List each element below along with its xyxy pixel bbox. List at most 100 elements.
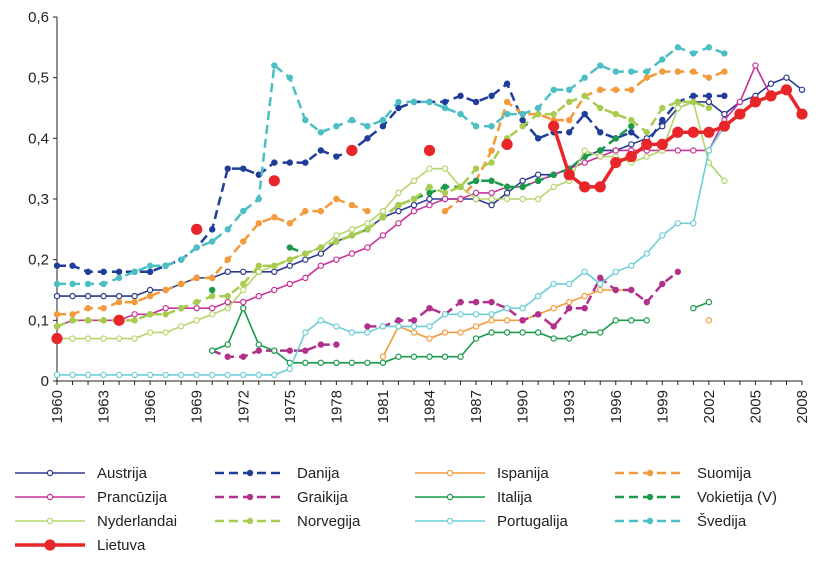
y-tick-label: 0: [41, 373, 49, 390]
data-point: [597, 86, 604, 94]
data-point: [115, 335, 123, 342]
data-point: [224, 305, 231, 312]
y-tick-label: 0,5: [28, 70, 49, 87]
data-point: [628, 286, 635, 294]
data-point: [193, 274, 200, 282]
data-point: [519, 122, 526, 130]
data-point: [209, 238, 216, 245]
x-tick-label: 2005: [747, 390, 764, 423]
data-point: [317, 244, 325, 251]
data-point: [410, 317, 418, 324]
data-point: [364, 226, 371, 233]
data-point: [423, 144, 436, 157]
legend-marker: [646, 493, 654, 501]
data-point: [69, 262, 76, 269]
data-point: [441, 329, 449, 336]
data-point: [534, 135, 542, 142]
data-point: [659, 122, 666, 130]
data-point: [364, 359, 371, 366]
data-point: [705, 147, 713, 154]
data-point: [146, 371, 154, 379]
data-point: [395, 323, 402, 330]
data-point: [379, 323, 387, 330]
data-point: [162, 329, 169, 336]
data-point: [240, 207, 247, 215]
data-point: [302, 256, 309, 263]
data-point: [268, 175, 280, 187]
data-point: [193, 298, 200, 306]
data-point: [581, 329, 588, 336]
data-point: [84, 280, 92, 288]
data-point: [286, 244, 294, 251]
data-point: [519, 116, 526, 124]
data-point: [209, 305, 216, 312]
data-point: [240, 286, 247, 294]
data-point: [255, 262, 262, 269]
data-point: [503, 80, 511, 87]
data-point: [364, 244, 371, 251]
data-point: [441, 207, 449, 215]
data-point: [721, 50, 728, 57]
data-point: [612, 86, 619, 94]
data-point: [69, 371, 76, 379]
legend-marker: [246, 493, 254, 501]
x-tick-label: 1969: [189, 390, 206, 423]
data-point: [457, 298, 464, 306]
data-point: [565, 335, 573, 342]
data-point: [672, 126, 684, 138]
data-point: [395, 189, 402, 197]
data-point: [643, 74, 650, 81]
data-point: [718, 120, 730, 132]
data-point: [146, 311, 154, 318]
data-point: [84, 335, 92, 342]
data-point: [224, 341, 231, 348]
data-point: [690, 305, 697, 312]
legend-label: Norvegija: [297, 513, 361, 530]
data-point: [565, 116, 573, 124]
data-point: [597, 62, 604, 69]
legend-label: Graikija: [297, 489, 349, 506]
data-point: [690, 92, 697, 100]
data-point: [752, 62, 759, 69]
data-point: [53, 262, 61, 269]
data-point: [581, 292, 588, 300]
legend-marker: [446, 517, 454, 525]
data-point: [705, 298, 713, 306]
data-point: [457, 183, 464, 191]
data-point: [364, 207, 371, 215]
data-point: [224, 292, 231, 300]
data-point: [628, 129, 635, 136]
data-point: [177, 305, 185, 312]
data-point: [271, 262, 278, 269]
data-point: [457, 195, 464, 203]
legend-label: Portugalija: [497, 513, 569, 530]
data-point: [798, 86, 806, 94]
data-point: [317, 317, 325, 324]
data-point: [162, 262, 169, 269]
data-point: [209, 311, 216, 318]
data-point: [348, 226, 356, 233]
data-point: [674, 98, 682, 106]
data-point: [565, 305, 573, 312]
data-point: [426, 165, 433, 172]
data-point: [534, 329, 542, 336]
data-point: [53, 311, 61, 318]
data-point: [302, 274, 309, 282]
data-point: [597, 129, 604, 136]
data-point: [628, 262, 635, 269]
data-point: [796, 108, 808, 120]
data-point: [364, 323, 371, 330]
data-point: [457, 110, 464, 118]
data-point: [472, 311, 480, 318]
data-point: [674, 44, 682, 51]
x-tick-label: 1999: [654, 390, 671, 423]
data-point: [115, 292, 123, 300]
data-point: [348, 250, 356, 257]
data-point: [488, 122, 495, 130]
data-point: [302, 207, 309, 215]
legend-label: Italija: [497, 489, 533, 506]
data-point: [333, 341, 340, 348]
data-point: [224, 256, 231, 263]
data-point: [131, 317, 138, 324]
data-point: [563, 169, 575, 181]
